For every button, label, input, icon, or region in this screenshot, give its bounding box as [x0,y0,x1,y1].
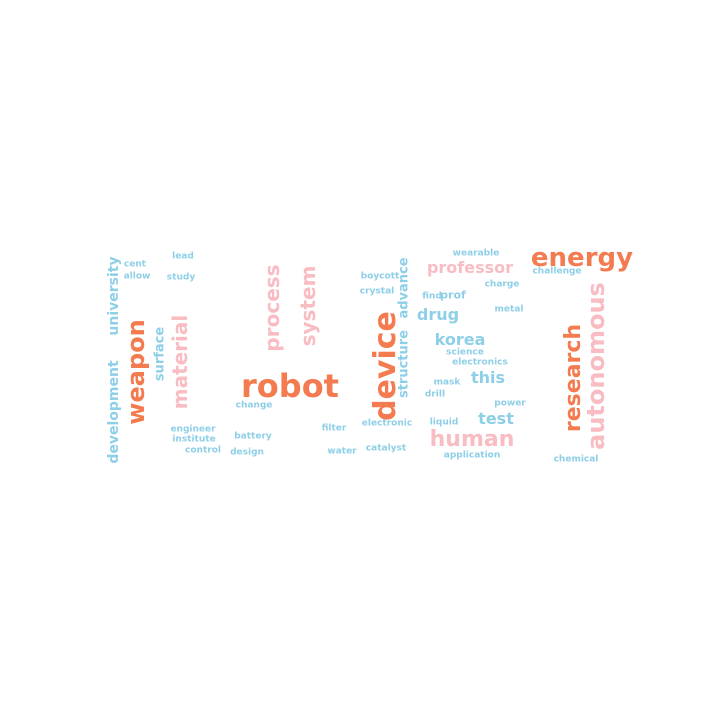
word-process: process [260,264,284,352]
word-change: change [235,400,273,411]
word-liquid: liquid [429,417,459,428]
word-this: this [470,368,506,387]
word-system: system [296,265,320,347]
word-autonomous: autonomous [582,282,610,450]
word-chemical: chemical [553,454,599,465]
word-metal: metal [494,304,524,315]
word-professor: professor [426,258,514,277]
word-robot: robot [241,367,339,405]
word-advance: advance [396,257,412,319]
word-prof: prof [440,288,466,302]
word-drug: drug [416,305,460,324]
word-application: application [443,450,501,461]
word-electronic: electronic [361,418,413,429]
word-crystal: crystal [359,286,395,297]
word-material: material [168,314,192,410]
word-energy: energy [530,243,634,273]
word-wearable: wearable [452,248,500,259]
word-catalyst: catalyst [365,443,407,454]
word-structure: structure [396,329,412,399]
word-battery: battery [234,431,272,442]
word-development: development [106,360,122,464]
word-design: design [230,447,264,458]
word-korea: korea [434,330,486,349]
word-water: water [327,446,357,457]
word-study: study [166,272,196,283]
word-filter: filter [321,423,347,434]
word-electronics: electronics [452,357,508,368]
word-boycott: boycott [360,271,400,282]
word-institute: institute [172,434,216,445]
word-mask: mask [433,377,461,388]
word-surface: surface [152,326,168,382]
word-science: science [446,347,484,358]
word-engineer: engineer [170,424,216,435]
word-test: test [478,409,514,428]
word-challenge: challenge [532,266,582,277]
word-charge: charge [484,279,520,290]
word-university: university [106,256,122,336]
word-human: human [429,427,515,452]
word-cent: cent [123,259,147,270]
word-power: power [494,398,526,409]
word-lead: lead [172,251,194,262]
word-weapon: weapon [122,319,150,425]
word-find: find [422,291,442,302]
word-control: control [185,445,221,456]
word-drill: drill [424,389,446,400]
word-allow: allow [123,271,151,282]
